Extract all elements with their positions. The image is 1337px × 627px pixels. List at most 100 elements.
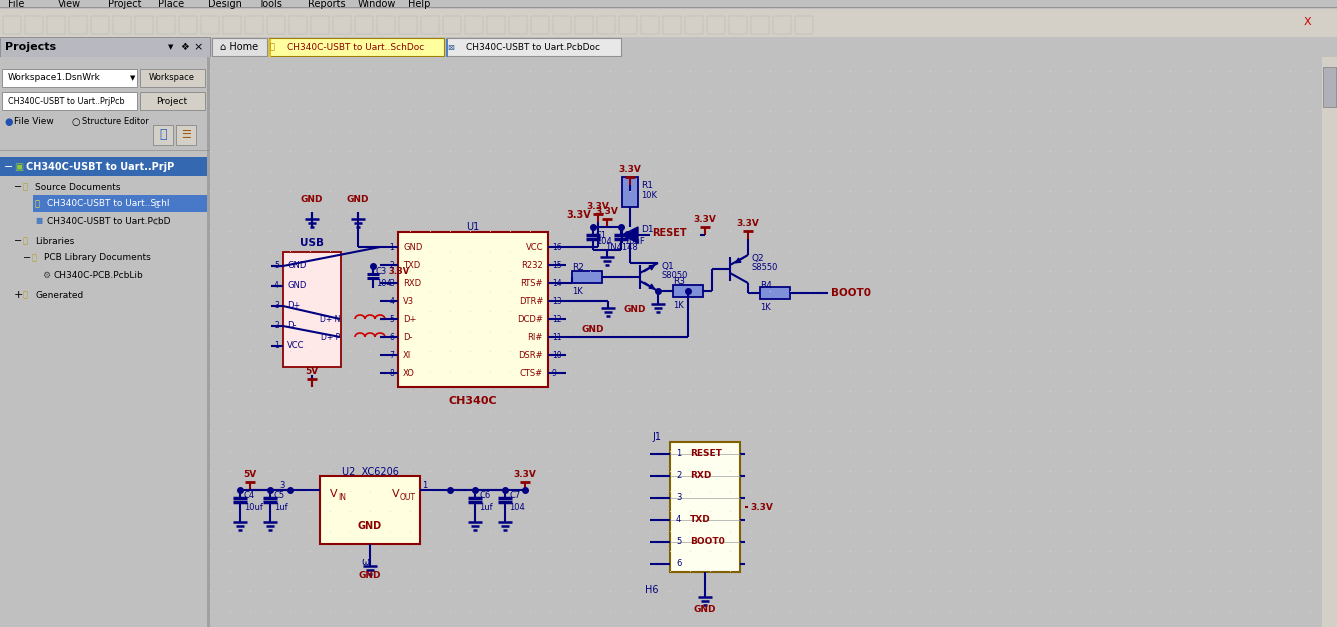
Text: PCB Library Documents: PCB Library Documents	[44, 253, 151, 263]
Polygon shape	[622, 227, 638, 243]
Bar	[398, 232, 548, 387]
Text: RESET: RESET	[652, 228, 687, 238]
Bar	[509, 16, 527, 34]
Text: 6: 6	[389, 332, 394, 342]
Text: 15: 15	[552, 260, 562, 270]
Bar	[223, 16, 241, 34]
Text: GND: GND	[287, 282, 306, 290]
Text: Project: Project	[108, 0, 142, 9]
Text: CTS#: CTS#	[520, 369, 543, 377]
Text: 5V: 5V	[243, 470, 257, 479]
Text: 4: 4	[677, 515, 682, 525]
Bar	[572, 271, 602, 283]
Text: CH340C-USBT to Uart..SchDoc: CH340C-USBT to Uart..SchDoc	[287, 43, 425, 51]
Text: Q2: Q2	[751, 255, 765, 263]
Text: R1: R1	[640, 181, 652, 189]
Text: ⎙: ⎙	[155, 201, 159, 208]
Text: S8550: S8550	[751, 263, 778, 271]
Text: 3: 3	[389, 278, 394, 288]
Text: 10K: 10K	[640, 191, 656, 199]
Text: ω: ω	[361, 557, 369, 567]
Text: Libraries: Libraries	[35, 236, 75, 246]
Text: CH340C: CH340C	[449, 396, 497, 406]
Text: ■: ■	[35, 216, 43, 226]
Text: 104: 104	[596, 236, 612, 246]
Bar	[663, 16, 681, 34]
Bar	[673, 285, 703, 297]
Bar	[377, 16, 394, 34]
Text: V: V	[392, 489, 400, 499]
Bar	[670, 442, 739, 572]
Text: C1: C1	[596, 231, 607, 241]
Text: Source Documents: Source Documents	[35, 182, 120, 191]
Bar	[0, 9, 1337, 37]
Text: 3.3V: 3.3V	[750, 502, 773, 512]
Text: 13: 13	[552, 297, 562, 305]
Bar	[773, 16, 792, 34]
Text: 7: 7	[389, 350, 394, 359]
Text: R232: R232	[521, 260, 543, 270]
Text: 3.3V: 3.3V	[737, 219, 759, 228]
Text: File: File	[8, 0, 24, 9]
Bar	[640, 16, 659, 34]
Text: CH340C-USBT to Uart.PcbDoc: CH340C-USBT to Uart.PcbDoc	[467, 43, 600, 51]
Bar	[47, 16, 66, 34]
FancyBboxPatch shape	[1, 69, 136, 87]
Text: 2: 2	[274, 322, 279, 330]
Text: 10: 10	[552, 350, 562, 359]
Bar	[465, 16, 483, 34]
Text: 10uf: 10uf	[243, 503, 263, 512]
Text: 6: 6	[677, 559, 682, 569]
Text: RI#: RI#	[528, 332, 543, 342]
Text: −: −	[23, 253, 31, 263]
Text: 5: 5	[677, 537, 682, 547]
Bar	[707, 16, 725, 34]
Text: File View: File View	[13, 117, 53, 127]
Bar	[421, 16, 439, 34]
Text: 3.3V: 3.3V	[595, 207, 619, 216]
Text: GND: GND	[694, 606, 717, 614]
Text: 4: 4	[274, 282, 279, 290]
Text: 8: 8	[389, 369, 394, 377]
Text: Projects: Projects	[5, 42, 56, 52]
Text: D+ P: D+ P	[321, 332, 340, 342]
Text: R3: R3	[673, 278, 685, 287]
Text: D1: D1	[640, 226, 654, 234]
Text: 3: 3	[274, 302, 279, 310]
Bar	[33, 195, 210, 212]
Text: 3.3V: 3.3V	[619, 165, 642, 174]
Text: Tools: Tools	[258, 0, 282, 9]
Text: 3.3V: 3.3V	[567, 210, 591, 220]
Text: GND: GND	[358, 521, 382, 531]
Text: 1: 1	[274, 342, 279, 350]
Bar	[619, 16, 636, 34]
Text: XI: XI	[402, 350, 412, 359]
Bar	[759, 287, 790, 299]
FancyBboxPatch shape	[269, 38, 444, 56]
Text: 📂: 📂	[23, 182, 28, 191]
Bar	[283, 252, 341, 367]
Text: 📂: 📂	[23, 290, 28, 300]
Text: ▼: ▼	[168, 44, 174, 50]
Text: 12: 12	[552, 315, 562, 324]
Bar	[447, 39, 448, 57]
Bar	[245, 16, 263, 34]
Bar	[0, 37, 210, 57]
Bar	[751, 16, 769, 34]
Text: GND: GND	[358, 571, 381, 581]
FancyBboxPatch shape	[152, 125, 172, 145]
Text: ☰: ☰	[180, 130, 191, 140]
Text: ○: ○	[72, 117, 80, 127]
Bar	[598, 16, 615, 34]
Text: 104: 104	[376, 278, 392, 288]
Text: DCD#: DCD#	[517, 315, 543, 324]
Bar	[201, 16, 219, 34]
Text: 1: 1	[389, 243, 394, 251]
Text: D+: D+	[287, 302, 301, 310]
Text: ⚙: ⚙	[41, 270, 49, 280]
FancyBboxPatch shape	[176, 125, 197, 145]
Bar	[685, 16, 703, 34]
Text: H6: H6	[644, 585, 659, 595]
Bar	[398, 16, 417, 34]
Text: Project: Project	[156, 97, 187, 105]
